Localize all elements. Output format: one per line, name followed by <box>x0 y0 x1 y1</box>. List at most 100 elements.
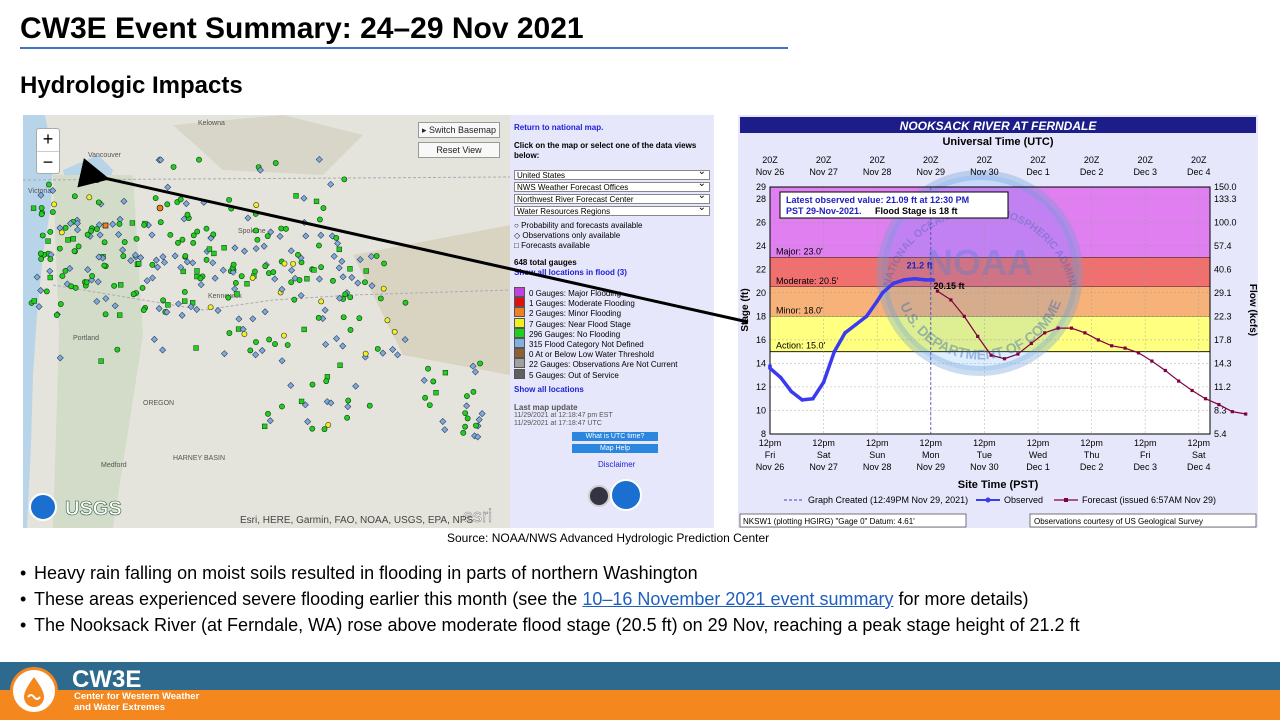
select-region[interactable]: United States <box>514 167 710 180</box>
gauge-not-defined <box>159 346 167 354</box>
nws-logo <box>588 485 610 507</box>
utc-tick-date: Dec 3 <box>1133 167 1157 177</box>
gauge-not-defined <box>235 315 243 323</box>
observed-point <box>853 322 858 327</box>
legend-swatch <box>514 287 525 297</box>
utc-tick-label: 20Z <box>1084 155 1100 165</box>
observed-point <box>875 299 879 303</box>
flood-locations-link[interactable]: Show all locations in flood (3) <box>514 268 627 277</box>
gauge-not-defined <box>157 156 165 164</box>
gauge-no-flood <box>309 381 316 388</box>
zoom-control[interactable]: + − <box>36 128 60 174</box>
legend-row[interactable]: 0 Gauges: Major Flooding <box>514 287 621 298</box>
gauge-not-defined <box>189 259 197 267</box>
flow-tick-label: 57.4 <box>1214 241 1232 251</box>
flow-tick-label: 133.3 <box>1214 194 1237 204</box>
legend-row[interactable]: 0 At or Below Low Water Threshold <box>514 348 654 360</box>
legend-row[interactable]: 1 Gauges: Moderate Flooding <box>514 297 635 308</box>
select-wfo[interactable]: NWS Weather Forecast Offices <box>514 179 710 192</box>
disclaimer-link[interactable]: Disclaimer <box>598 460 636 469</box>
gauge-not-defined <box>344 403 352 411</box>
gauge-not-defined <box>261 308 269 316</box>
utc-help-button[interactable]: What is UTC time? <box>572 432 658 441</box>
gauge-no-flood <box>226 196 232 203</box>
option-prob-forecast[interactable]: ○ Probability and forecasts available <box>514 221 642 231</box>
gauge-forecast <box>234 291 240 297</box>
square-icon: □ <box>514 241 519 250</box>
gauge-near-flood <box>86 194 93 201</box>
gauge-no-flood <box>164 201 171 208</box>
return-national-link[interactable]: Return to national map. <box>514 123 604 132</box>
gauge-forecast <box>313 198 320 205</box>
observed-point <box>832 349 837 354</box>
legend-row[interactable]: 2 Gauges: Minor Flooding <box>514 307 621 318</box>
gauge-no-flood <box>141 222 148 228</box>
gauge-near-flood <box>281 332 287 339</box>
title-underline <box>20 47 788 49</box>
utc-tick-date: Nov 28 <box>863 167 892 177</box>
switch-basemap-button[interactable]: ▸ Switch Basemap <box>418 122 500 138</box>
legend-row[interactable]: 315 Flood Category Not Defined <box>514 338 644 349</box>
forecast-point <box>976 334 980 338</box>
legend-row[interactable]: 7 Gauges: Near Flood Stage <box>514 317 631 329</box>
gauge-not-defined <box>33 273 41 281</box>
utc-tick-date: Nov 30 <box>970 167 999 177</box>
select-rfc[interactable]: Northwest River Forecast Center <box>514 191 710 204</box>
bullet-list: Heavy rain falling on moist soils result… <box>20 560 1265 638</box>
map-help-button[interactable]: Map Help <box>572 444 658 453</box>
gauge-forecast <box>31 298 37 304</box>
gauge-forecast <box>221 245 227 251</box>
map-place-label: Spokane <box>238 228 266 235</box>
pst-tick-day: Tue <box>977 450 992 460</box>
legend-label: 5 Gauges: Out of Service <box>529 370 619 380</box>
forecast-point <box>1177 379 1181 383</box>
legend-row[interactable]: 22 Gauges: Observations Are Not Current <box>514 358 678 369</box>
gauge-no-flood <box>426 402 433 409</box>
legend-label: 7 Gauges: Near Flood Stage <box>529 319 631 329</box>
gauge-no-flood <box>179 236 186 243</box>
gauge-near-flood <box>253 202 260 208</box>
gauge-not-defined <box>256 166 264 174</box>
esri-logo: esri <box>463 506 492 526</box>
option-obs-only[interactable]: ◇ Observations only available <box>514 231 620 241</box>
observed-point <box>768 366 772 370</box>
flow-tick-label: 22.3 <box>1214 311 1232 321</box>
flow-tick-label: 150.0 <box>1214 182 1237 192</box>
gauge-not-defined <box>304 418 312 426</box>
gauge-no-flood <box>190 240 197 246</box>
gauge-no-flood <box>347 294 354 301</box>
gauge-not-defined <box>475 416 483 424</box>
zoom-in-button[interactable]: + <box>37 129 59 152</box>
gauge-forecast <box>337 362 343 368</box>
latest-value-box <box>779 191 1009 219</box>
show-all-link[interactable]: Show all locations <box>514 385 584 394</box>
gauge-no-flood <box>425 365 431 372</box>
y-tick-label: 26 <box>756 217 766 227</box>
map-attribution: Esri, HERE, Garmin, FAO, NOAA, USGS, EPA… <box>240 515 474 526</box>
legend-row[interactable]: 5 Gauges: Out of Service <box>514 368 619 380</box>
pst-tick-date: Dec 4 <box>1187 462 1211 472</box>
gauge-no-flood <box>89 273 96 279</box>
gauge-not-defined <box>335 264 343 272</box>
y-tick-label: 28 <box>756 194 766 204</box>
select-water-regions[interactable]: Water Resources Regions <box>514 203 710 216</box>
legend-label: 0 At or Below Low Water Threshold <box>529 350 654 360</box>
reset-view-button[interactable]: Reset View <box>418 142 500 158</box>
event-summary-link[interactable]: 10–16 November 2021 event summary <box>582 589 894 609</box>
pst-tick-date: Dec 1 <box>1026 462 1050 472</box>
gauge-not-defined <box>252 245 260 253</box>
flow-tick-label: 5.4 <box>1214 429 1227 439</box>
zoom-out-button[interactable]: − <box>42 152 54 172</box>
gauge-not-defined <box>164 183 172 191</box>
gauge-not-defined <box>231 285 239 293</box>
utc-tick-label: 20Z <box>1191 155 1207 165</box>
gauge-forecast <box>347 266 353 272</box>
map-canvas[interactable]: KelownaVancouverVictoriaSpokaneKennewick… <box>23 115 510 528</box>
observed-point <box>891 281 896 286</box>
y-tick-label: 29 <box>756 182 766 192</box>
legend-row[interactable]: 296 Gauges: No Flooding <box>514 327 620 339</box>
option-forecasts[interactable]: □ Forecasts available <box>514 241 590 251</box>
gauge-map[interactable]: Kelowna Vancouver Victoria Spokane Kennewick… <box>23 115 510 528</box>
pst-tick-date: Nov 27 <box>809 462 838 472</box>
pst-tick-date: Dec 2 <box>1080 462 1104 472</box>
